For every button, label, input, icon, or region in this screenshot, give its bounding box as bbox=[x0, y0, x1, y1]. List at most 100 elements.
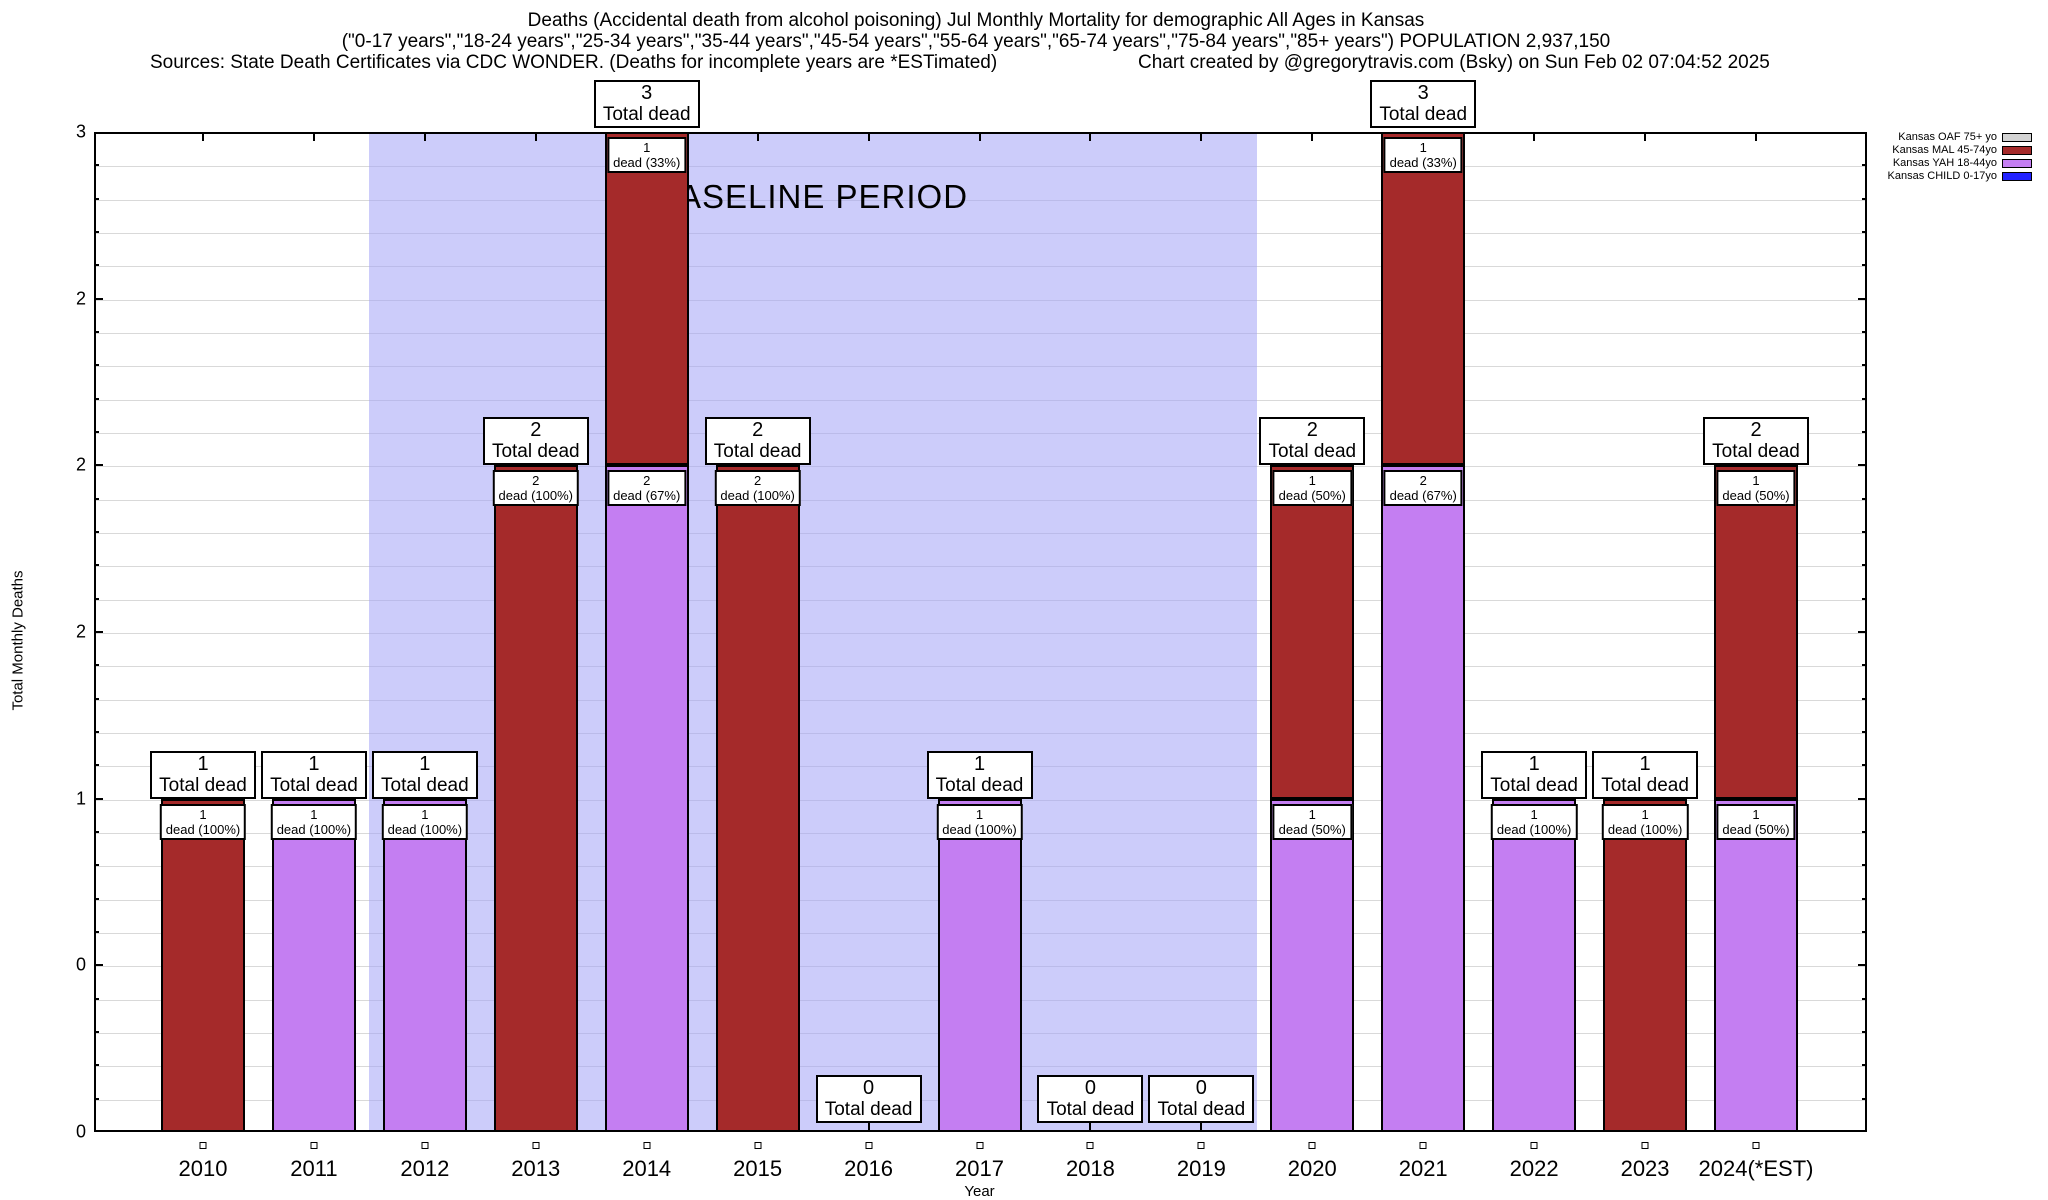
total-label: Total dead bbox=[1712, 441, 1800, 463]
total-label: Total dead bbox=[270, 774, 358, 796]
y-tick-right bbox=[1862, 831, 1867, 833]
bar-segment bbox=[1381, 132, 1466, 466]
y-tick-left bbox=[94, 697, 99, 700]
legend-label: Kansas YAH 18-44yo bbox=[1892, 157, 1997, 169]
x-tick-top bbox=[534, 132, 537, 141]
legend-swatch bbox=[2002, 158, 2032, 168]
chart-subtitle: ("0-17 years","18-24 years","25-34 years… bbox=[341, 31, 1611, 52]
year-tick-label: 2020 bbox=[1287, 1156, 1337, 1181]
total-label: Total dead bbox=[1379, 104, 1468, 125]
marker-square bbox=[643, 1142, 651, 1149]
year-tick-label: 2022 bbox=[1509, 1156, 1559, 1181]
y-tick-right bbox=[1862, 431, 1867, 433]
segment-count: 1 bbox=[643, 140, 651, 155]
segment-caption: dead (100%) bbox=[276, 821, 352, 837]
y-tick-label: 1 bbox=[75, 788, 86, 809]
x-tick-bottom bbox=[1200, 1121, 1203, 1130]
y-tick-left bbox=[94, 731, 99, 733]
total-label: Total dead bbox=[1157, 1099, 1246, 1120]
total-dead-box: 2 Total dead bbox=[1259, 417, 1366, 466]
segment-label-box: 2 dead (67%) bbox=[607, 470, 687, 507]
legend-row: Kansas CHILD 0-17yo bbox=[1888, 170, 2032, 182]
y-tick-left bbox=[94, 864, 99, 867]
marker-square bbox=[1308, 1142, 1316, 1149]
y-tick-right bbox=[1862, 164, 1867, 167]
y-tick-left bbox=[94, 364, 99, 367]
total-count: 0 bbox=[863, 1077, 875, 1099]
segment-label-box: 1 dead (50%) bbox=[1272, 470, 1352, 507]
marker-square bbox=[754, 1142, 762, 1149]
total-dead-box: 0 Total dead bbox=[1148, 1075, 1255, 1123]
x-tick-top bbox=[867, 132, 870, 141]
y-tick-left bbox=[94, 964, 103, 967]
y-tick-left bbox=[94, 831, 99, 833]
segment-label-box: 2 dead (100%) bbox=[714, 470, 801, 507]
y-tick-label: 2 bbox=[75, 288, 86, 309]
year-tick-label: 2017 bbox=[955, 1156, 1004, 1181]
total-count: 1 bbox=[973, 752, 986, 775]
y-tick-left bbox=[94, 164, 99, 167]
y-axis-title: Total Monthly Deaths bbox=[9, 570, 27, 711]
y-tick-right bbox=[1858, 297, 1867, 300]
segment-count: 2 bbox=[532, 473, 540, 489]
total-dead-box: 1 Total dead bbox=[926, 750, 1033, 799]
segment-count: 1 bbox=[1752, 806, 1760, 822]
marker-square bbox=[865, 1142, 873, 1149]
y-tick-left bbox=[94, 464, 103, 467]
legend-label: Kansas OAF 75+ yo bbox=[1898, 131, 1997, 143]
sources-note: Sources: State Death Certificates via CD… bbox=[150, 52, 998, 73]
bar-segment bbox=[271, 798, 356, 1132]
y-tick-right bbox=[1862, 564, 1867, 567]
total-dead-box: 1 Total dead bbox=[1592, 750, 1699, 799]
y-tick-right bbox=[1862, 897, 1867, 900]
x-tick-top bbox=[1089, 132, 1092, 141]
segment-count: 1 bbox=[199, 806, 207, 822]
legend-label: Kansas CHILD 0-17yo bbox=[1887, 170, 1997, 182]
y-tick-right bbox=[1858, 464, 1867, 467]
y-tick-left bbox=[94, 297, 103, 300]
segment-label-box: 2 dead (100%) bbox=[492, 470, 580, 507]
bar-segment bbox=[1714, 465, 1798, 799]
legend-swatch bbox=[2002, 132, 2032, 142]
total-label: Total dead bbox=[1268, 441, 1357, 463]
total-label: Total dead bbox=[1046, 1099, 1135, 1120]
total-count: 1 bbox=[308, 752, 320, 775]
y-tick-left bbox=[94, 631, 103, 633]
segment-caption: dead (100%) bbox=[942, 821, 1017, 837]
baseline-label: BASELINE PERIOD bbox=[655, 178, 969, 215]
segment-label-box: 1 dead (33%) bbox=[607, 137, 687, 173]
x-tick-top bbox=[202, 132, 204, 141]
y-tick-right bbox=[1862, 497, 1867, 500]
year-tick-label: 2010 bbox=[178, 1156, 228, 1181]
year-tick-label: 2021 bbox=[1398, 1156, 1448, 1181]
total-dead-box: 3 Total dead bbox=[1370, 80, 1477, 128]
segment-label-box: 1 dead (33%) bbox=[1383, 137, 1463, 173]
y-tick-right bbox=[1862, 697, 1867, 700]
total-dead-box: 0 Total dead bbox=[815, 1075, 922, 1123]
segment-caption: dead (100%) bbox=[498, 488, 574, 504]
marker-square bbox=[1752, 1142, 1760, 1149]
segment-caption: dead (50%) bbox=[1278, 821, 1346, 837]
segment-caption: dead (100%) bbox=[165, 821, 241, 837]
bar-segment bbox=[715, 465, 800, 1132]
total-label: Total dead bbox=[1490, 774, 1578, 796]
segment-caption: dead (100%) bbox=[720, 488, 795, 504]
total-count: 0 bbox=[1195, 1077, 1207, 1099]
y-tick-left bbox=[94, 264, 99, 267]
bar-segment bbox=[161, 798, 245, 1132]
segment-caption: dead (100%) bbox=[387, 821, 463, 837]
y-tick-left bbox=[94, 931, 99, 933]
y-tick-right bbox=[1862, 1064, 1867, 1067]
marker-square bbox=[310, 1142, 318, 1149]
marker-square bbox=[1641, 1142, 1649, 1149]
legend-row: Kansas YAH 18-44yo bbox=[1888, 157, 2032, 169]
marker-square bbox=[1419, 1142, 1427, 1149]
segment-count: 1 bbox=[1752, 473, 1760, 489]
segment-count: 1 bbox=[421, 806, 429, 822]
year-tick-label: 2016 bbox=[844, 1156, 894, 1181]
marker-square bbox=[421, 1142, 429, 1149]
segment-caption: dead (67%) bbox=[613, 488, 681, 504]
legend-row: Kansas OAF 75+ yo bbox=[1888, 131, 2032, 143]
total-count: 2 bbox=[1306, 419, 1318, 442]
